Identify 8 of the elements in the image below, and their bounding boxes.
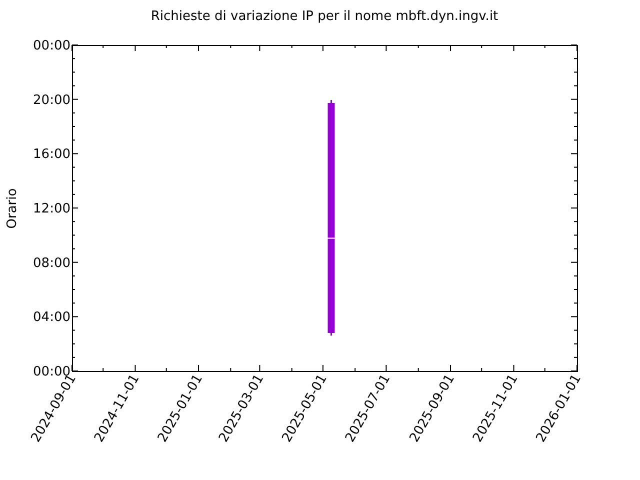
y-tick-label: 00:00: [33, 38, 70, 54]
y-tick-label: 04:00: [33, 310, 70, 326]
y-tick-label: 16:00: [33, 147, 70, 162]
y-tick-label: 12:00: [33, 202, 70, 216]
y-tick-label: 08:00: [33, 256, 70, 271]
y-axis-title: Orario: [5, 188, 20, 229]
y-tick-label: 20:00: [33, 92, 70, 108]
chart-title: Richieste di variazione IP per il nome mbft.dyn.ingv.it: [150, 9, 498, 24]
